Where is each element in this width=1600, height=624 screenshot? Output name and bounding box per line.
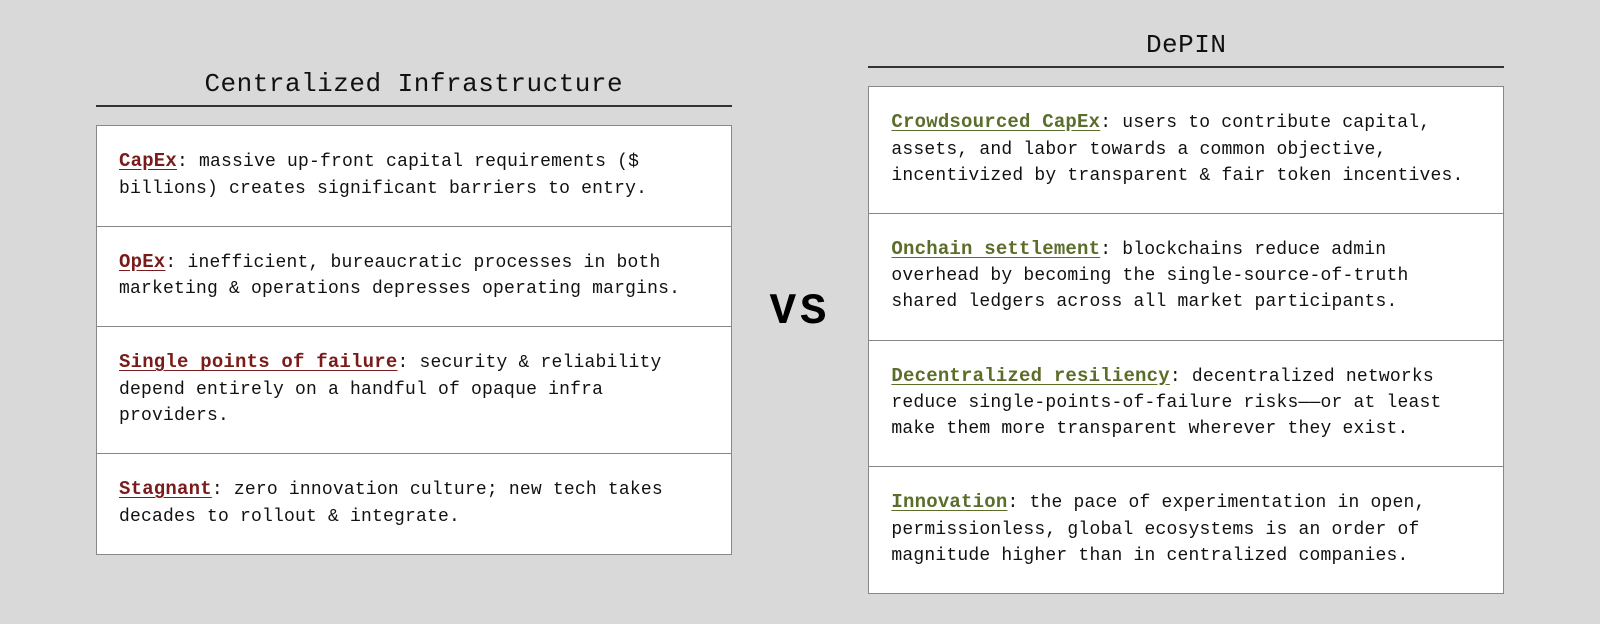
card: Single points of failure: security & rel… — [96, 327, 732, 454]
card-term: Onchain settlement — [891, 238, 1100, 260]
card: Crowdsourced CapEx: users to contribute … — [868, 86, 1504, 214]
card: Onchain settlement: blockchains reduce a… — [868, 214, 1504, 341]
card-sep: : — [1170, 367, 1192, 387]
card-sep: : — [1100, 113, 1122, 133]
card-sep: : — [397, 353, 419, 373]
right-cards: Crowdsourced CapEx: users to contribute … — [868, 86, 1504, 594]
left-column: Centralized Infrastructure CapEx: massiv… — [96, 69, 732, 555]
left-cards: CapEx: massive up-front capital requirem… — [96, 125, 732, 555]
card-sep: : — [1100, 240, 1122, 260]
card-term: Decentralized resiliency — [891, 365, 1169, 387]
card-term: Single points of failure — [119, 351, 397, 373]
card-sep: : — [1007, 493, 1029, 513]
right-column-title: DePIN — [868, 30, 1504, 68]
card-sep: : — [165, 253, 187, 273]
card-term: OpEx — [119, 251, 165, 273]
card-body: inefficient, bureaucratic processes in b… — [119, 253, 680, 300]
card: CapEx: massive up-front capital requirem… — [96, 125, 732, 227]
card: Innovation: the pace of experimentation … — [868, 467, 1504, 594]
card-term: Innovation — [891, 491, 1007, 513]
vs-divider: VS — [766, 287, 835, 337]
card-term: CapEx — [119, 150, 177, 172]
card: Decentralized resiliency: decentralized … — [868, 341, 1504, 468]
card-body: massive up-front capital requirements ($… — [119, 152, 647, 199]
card: Stagnant: zero innovation culture; new t… — [96, 454, 732, 555]
left-column-title: Centralized Infrastructure — [96, 69, 732, 107]
card-sep: : — [177, 152, 199, 172]
comparison-infographic: Centralized Infrastructure CapEx: massiv… — [0, 0, 1600, 624]
card-sep: : — [212, 480, 234, 500]
card: OpEx: inefficient, bureaucratic processe… — [96, 227, 732, 328]
card-term: Stagnant — [119, 478, 212, 500]
card-term: Crowdsourced CapEx — [891, 111, 1100, 133]
right-column: DePIN Crowdsourced CapEx: users to contr… — [868, 30, 1504, 594]
